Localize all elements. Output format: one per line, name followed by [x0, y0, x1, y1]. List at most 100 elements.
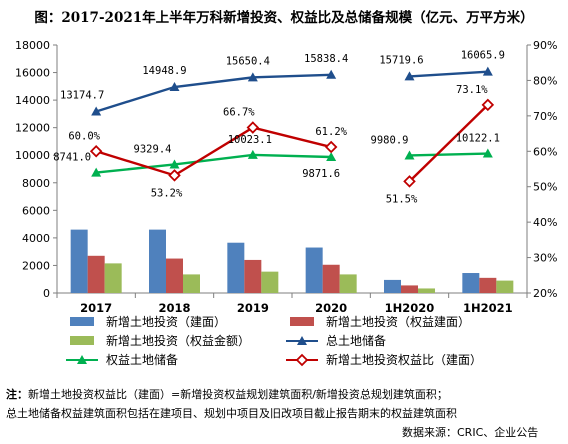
data-label: 9980.9	[371, 134, 409, 146]
data-labels: 13174.7 14948.9 15650.4 15838.4 15719.6 16065…	[53, 50, 505, 206]
y-left-tick-label: 2000	[22, 259, 50, 272]
bar	[104, 263, 122, 293]
legend-swatch	[70, 336, 94, 345]
data-label: 51.5%	[386, 193, 418, 205]
legend-label: 新增土地投资权益比（建面）	[326, 352, 482, 367]
bar	[227, 242, 245, 293]
y-left-tick-label: 14000	[15, 94, 50, 107]
line-point	[168, 169, 181, 182]
bar	[462, 273, 480, 293]
bar	[305, 247, 323, 293]
y-right-tick-label: 40%	[533, 216, 557, 229]
y-right-tick-label: 60%	[533, 145, 557, 158]
legend-label: 新增土地投资（权益建面）	[326, 314, 470, 329]
bar	[87, 255, 105, 293]
series-line	[408, 104, 489, 183]
x-tick-label: 2019	[237, 301, 269, 315]
bar	[149, 229, 166, 293]
y-right-tick-label: 70%	[533, 110, 557, 123]
y-left-tick-label: 8000	[22, 177, 50, 190]
data-label: 60.0%	[68, 130, 100, 142]
bar	[384, 279, 401, 293]
y-left-tick-label: 0	[43, 287, 50, 300]
bar	[339, 274, 357, 293]
line-point	[482, 148, 493, 158]
legend-marker	[77, 355, 87, 364]
line-point	[403, 175, 416, 188]
data-label: 15719.6	[379, 54, 423, 66]
y-axis-right: 20% 30% 40% 50% 60% 70% 80% 90%	[527, 39, 557, 300]
x-axis: 2017 2018 2019 2020 1H2020 1H2021	[56, 293, 528, 315]
legend-swatch	[290, 317, 314, 326]
legend-label: 新增土地投资（权益金额）	[106, 333, 250, 348]
line-series	[89, 66, 495, 188]
bar	[401, 285, 418, 293]
data-label: 15838.4	[304, 53, 348, 65]
bar	[244, 259, 262, 293]
data-label: 61.2%	[315, 126, 347, 138]
legend-swatch	[70, 317, 94, 326]
line-point	[404, 71, 415, 81]
note-label: 注：	[6, 388, 28, 401]
legend-label: 新增土地投资（建面）	[106, 314, 226, 329]
line-point	[169, 82, 180, 92]
y-left-tick-label: 16000	[15, 67, 50, 80]
y-left-tick-label: 18000	[15, 39, 50, 52]
data-label: 15650.4	[226, 55, 270, 67]
x-tick-label: 2017	[80, 301, 112, 315]
y-left-tick-label: 6000	[22, 204, 50, 217]
bar	[418, 288, 435, 293]
bar	[183, 274, 200, 293]
y-right-tick-label: 90%	[533, 39, 557, 52]
legend-label: 总土地储备	[326, 333, 386, 348]
data-label: 66.7%	[223, 107, 255, 119]
data-label: 13174.7	[60, 89, 104, 101]
data-label: 8741.0	[53, 152, 91, 164]
bar	[166, 258, 183, 293]
chart-title: 图：2017-2021年上半年万科新增投资、权益比及总储备规模（亿元、万平方米）	[34, 10, 534, 26]
y-left-tick-label: 10000	[15, 149, 50, 162]
data-label: 53.2%	[151, 187, 183, 199]
bar	[70, 229, 88, 293]
bar-series	[70, 229, 514, 293]
legend-marker	[295, 353, 309, 367]
y-right-tick-label: 80%	[533, 74, 557, 87]
legend-label: 权益土地储备	[106, 352, 178, 367]
x-tick-label: 1H2021	[463, 301, 513, 315]
series-line	[409, 152, 488, 157]
series-line	[96, 153, 332, 174]
line-point	[246, 121, 260, 134]
note-line-2: 总土地储备权益建筑面积包括在建项目、规划中项目及旧改项目截止报告期末的权益建筑面…	[6, 407, 457, 420]
note-line-1: 注：新增土地投资权益比（建面）=新增投资权益规划建筑面积/新增投资总规划建筑面积…	[6, 386, 448, 402]
line-point	[404, 150, 415, 160]
line-point	[89, 145, 103, 158]
bar	[479, 277, 497, 293]
y-left-tick-label: 4000	[22, 232, 50, 245]
chart: 0 2000 4000 6000 8000 10000 12000 14000 16000 180…	[15, 39, 557, 367]
y-right-tick-label: 50%	[533, 181, 557, 194]
line-point	[326, 69, 337, 79]
line-point	[324, 140, 338, 154]
line-point	[91, 106, 102, 116]
bar	[322, 264, 340, 293]
data-label: 9329.4	[134, 143, 172, 155]
bar	[261, 271, 279, 293]
series-line	[95, 126, 332, 177]
line-point	[247, 149, 258, 159]
legend: 新增土地投资（建面） 新增土地投资（权益建面） 新增土地投资（权益金额） 总土地储备权…	[66, 314, 482, 367]
y-right-tick-label: 30%	[533, 252, 557, 265]
data-label: 9871.6	[302, 168, 340, 180]
y-right-tick-label: 20%	[533, 287, 557, 300]
y-axis-left: 0 2000 4000 6000 8000 10000 12000 14000 16000 180…	[15, 39, 57, 300]
x-tick-label: 2018	[158, 301, 190, 315]
series-line	[409, 70, 488, 78]
line-point	[247, 72, 258, 82]
y-left-tick-label: 12000	[15, 122, 50, 135]
line-point	[169, 159, 180, 169]
data-label: 14948.9	[142, 65, 186, 77]
note-text-1: 新增土地投资权益比（建面）=新增投资权益规划建筑面积/新增投资总规划建筑面积；	[28, 388, 448, 401]
data-label: 10122.1	[456, 133, 500, 145]
data-label: 16065.9	[461, 50, 505, 62]
line-point	[326, 151, 337, 161]
legend-marker	[297, 336, 307, 345]
